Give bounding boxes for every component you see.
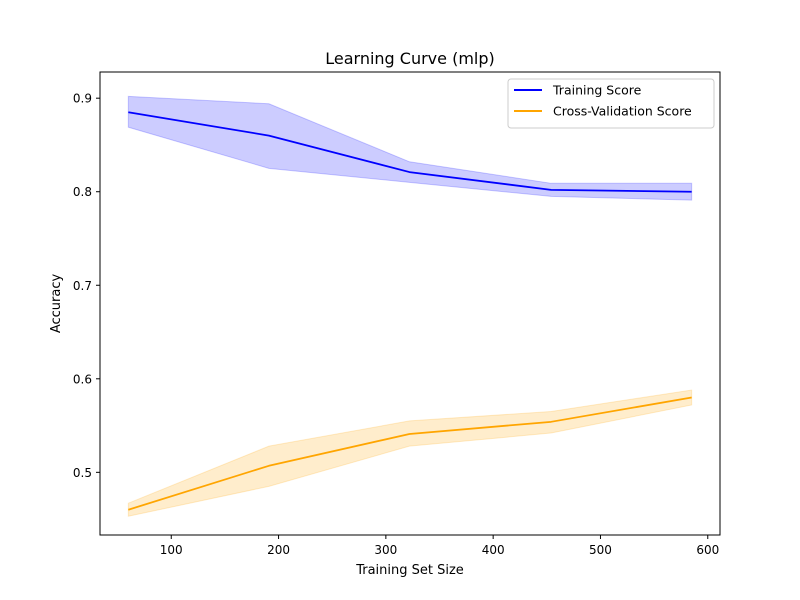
x-tick-label: 100 [160,543,183,557]
y-tick-label: 0.8 [73,185,92,199]
x-axis-label: Training Set Size [355,563,464,578]
y-axis-ticks: 0.5 0.6 0.7 0.8 0.9 [73,92,100,480]
band-training-score [127,95,693,201]
x-tick-label: 400 [482,543,505,557]
x-tick-label: 500 [589,543,612,557]
chart-title: Learning Curve (mlp) [325,49,495,68]
line-training-score [128,111,692,193]
x-axis-ticks: 100 200 300 400 500 600 [160,535,719,557]
series-lines [128,111,692,511]
plot-frame [99,71,721,536]
y-axis-label: Accuracy [49,274,64,334]
legend-label-training: Training Score [552,83,642,98]
line-cross-validation-score [128,396,692,511]
legend: Training Score Cross-Validation Score [507,78,715,129]
legend-label-cross-validation: Cross-Validation Score [553,104,692,119]
x-tick-label: 600 [696,543,719,557]
y-tick-label: 0.9 [73,92,92,106]
x-tick-label: 300 [374,543,397,557]
legend-box [507,78,715,129]
y-tick-label: 0.5 [73,466,92,480]
y-tick-label: 0.6 [73,372,92,386]
x-tick-label: 200 [267,543,290,557]
y-tick-label: 0.7 [73,279,92,293]
